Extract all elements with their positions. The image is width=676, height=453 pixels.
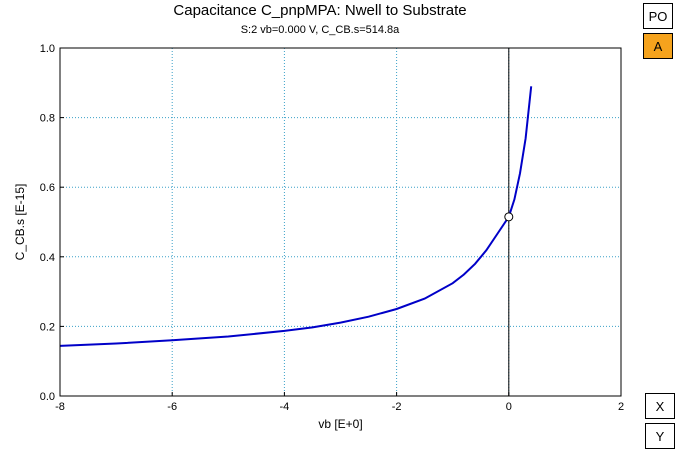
grid xyxy=(60,48,621,396)
x-tick-label: -6 xyxy=(167,401,177,413)
chart-title: Capacitance C_pnpMPA: Nwell to Substrate xyxy=(173,2,467,19)
x-tick-label: 2 xyxy=(618,401,624,413)
y-tick-label: 0.4 xyxy=(40,252,55,264)
x-tick-label: -2 xyxy=(392,401,402,413)
x-tick-label: 0 xyxy=(506,401,512,413)
cursor-marker[interactable] xyxy=(504,212,514,222)
y-tick-label: 0.2 xyxy=(40,321,55,333)
y-tick-label: 0.0 xyxy=(40,391,55,403)
y-tick-label: 0.8 xyxy=(40,113,55,125)
x-axis-label: vb [E+0] xyxy=(318,417,362,431)
cursor-readout: S:2 vb=0.000 V, C_CB.s=514.8a xyxy=(240,24,400,36)
y-axis-label: C_CB.s [E-15] xyxy=(13,184,27,261)
y-button[interactable]: Y xyxy=(645,423,675,449)
y-tick-label: 1.0 xyxy=(40,43,55,55)
series-line xyxy=(59,86,533,347)
po-button[interactable]: PO xyxy=(643,3,673,29)
x-tick-label: -4 xyxy=(280,401,290,413)
x-tick-label: -8 xyxy=(55,401,65,413)
y-tick-label: 0.6 xyxy=(40,182,55,194)
plot-frame xyxy=(59,47,622,397)
x-button[interactable]: X xyxy=(645,393,675,419)
a-button[interactable]: A xyxy=(643,33,673,59)
tick-labels: -8 -6 -4 -2 0 2 0.0 0.2 0.4 0.6 0.8 1.0 xyxy=(40,43,624,413)
